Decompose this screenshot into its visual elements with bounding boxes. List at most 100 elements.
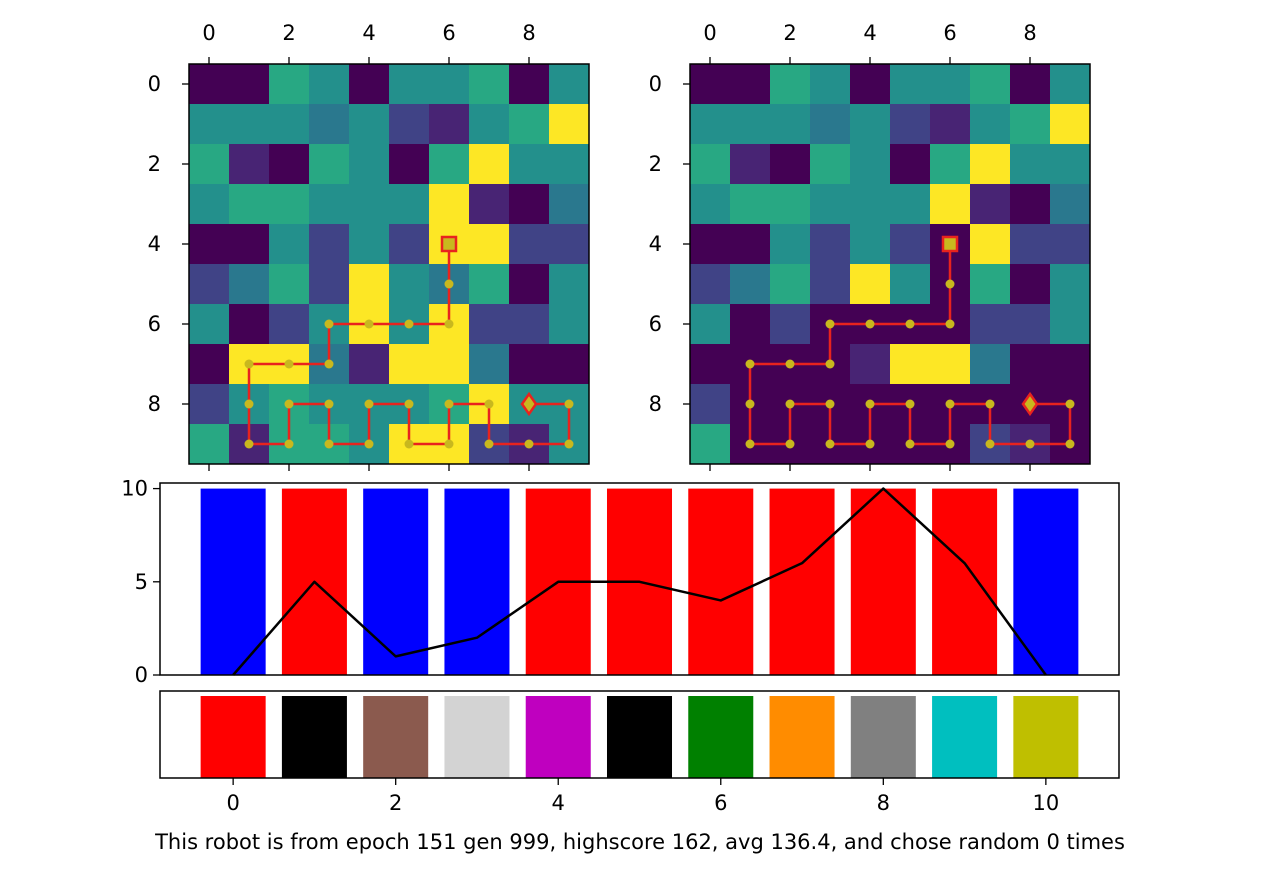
y-tick-label: 8 — [649, 392, 662, 416]
heatmap-cell — [970, 64, 1011, 105]
y-tick-label: 4 — [649, 232, 662, 256]
path-point — [444, 279, 454, 289]
color-bar — [932, 696, 998, 778]
heatmap-cell — [690, 304, 731, 345]
heatmap-frame — [689, 63, 1091, 465]
path-point — [444, 399, 454, 409]
heatmap-cell — [389, 184, 430, 225]
heatmap-cell — [690, 104, 731, 145]
heatmap-cell — [509, 144, 550, 185]
path-point — [324, 359, 334, 369]
y-tick-label: 0 — [135, 663, 148, 687]
path-point — [484, 439, 494, 449]
x-tick-label: 10 — [1032, 791, 1059, 815]
heatmap-cell — [1010, 344, 1051, 385]
heatmap-cell — [389, 344, 430, 385]
heatmap-cell — [189, 304, 230, 345]
path-point — [404, 399, 414, 409]
heatmap-cell — [309, 264, 350, 305]
heatmap-cell — [1050, 64, 1091, 105]
color-axes-frame — [159, 690, 1120, 779]
heatmap-cell — [189, 384, 230, 425]
path-point — [985, 439, 995, 449]
heatmap-cell — [970, 304, 1011, 345]
heatmap-cell — [229, 104, 270, 145]
heatmap-cell — [509, 224, 550, 265]
path-point — [945, 279, 955, 289]
path-end-marker — [1021, 391, 1039, 417]
heatmap-cell — [810, 184, 851, 225]
score-bar — [688, 488, 754, 675]
color-bar — [281, 696, 347, 778]
path-point — [825, 439, 835, 449]
path-point — [1065, 399, 1075, 409]
path-point — [524, 439, 534, 449]
heatmap-frame — [188, 63, 590, 465]
heatmap-cell — [549, 104, 590, 145]
heatmap-cell — [690, 144, 731, 185]
y-tick-label: 0 — [148, 72, 161, 96]
path-start-marker — [941, 235, 959, 253]
path-point — [905, 439, 915, 449]
path-point — [444, 319, 454, 329]
heatmap-cell — [690, 344, 731, 385]
y-tick-label: 4 — [148, 232, 161, 256]
heatmap-cell — [1010, 104, 1051, 145]
path-point — [865, 319, 875, 329]
heatmap-cell — [890, 184, 931, 225]
path-point — [244, 399, 254, 409]
heatmap-cell — [1010, 144, 1051, 185]
score-bar — [850, 488, 916, 675]
heatmap-cell — [730, 104, 771, 145]
heatmap-cell — [850, 104, 891, 145]
heatmap-cell — [770, 224, 811, 265]
heatmap-cell — [429, 344, 470, 385]
heatmap-cell — [349, 64, 390, 105]
heatmap-cell — [970, 264, 1011, 305]
heatmap-cell — [549, 344, 590, 385]
heatmap-cell — [770, 64, 811, 105]
heatmap-cell — [850, 264, 891, 305]
score-bar — [769, 488, 835, 675]
path-point — [364, 399, 374, 409]
heatmap-cell — [229, 224, 270, 265]
heatmap-cell — [770, 264, 811, 305]
x-tick-label: 8 — [522, 21, 535, 45]
score-line — [232, 487, 1047, 676]
heatmap-cell — [1010, 264, 1051, 305]
heatmap-cell — [309, 224, 350, 265]
heatmap-cell — [269, 264, 310, 305]
heatmap-cell — [930, 144, 971, 185]
heatmap-cell — [469, 144, 510, 185]
heatmap-cell — [429, 144, 470, 185]
heatmap-cell — [890, 144, 931, 185]
heatmap-cell — [349, 264, 390, 305]
heatmap-cell — [309, 64, 350, 105]
path-point — [865, 399, 875, 409]
x-tick-label: 6 — [943, 21, 956, 45]
heatmap-cell — [930, 344, 971, 385]
score-bar — [444, 488, 510, 675]
heatmap-cell — [549, 64, 590, 105]
path-point — [785, 439, 795, 449]
heatmap-cell — [469, 264, 510, 305]
heatmap-cell — [1010, 224, 1051, 265]
score-bar — [932, 488, 998, 675]
heatmap-cell — [509, 264, 550, 305]
heatmap-cell — [1010, 64, 1051, 105]
heatmap-cell — [269, 224, 310, 265]
path-end-marker — [520, 391, 538, 417]
y-tick-label: 6 — [649, 312, 662, 336]
score-bar — [363, 488, 429, 675]
path-point — [404, 439, 414, 449]
heatmap-right-panel: 0 2 4 6 8 0 2 4 6 8 — [649, 21, 1091, 471]
x-tick-label: 4 — [863, 21, 876, 45]
heatmap-cell — [269, 104, 310, 145]
heatmap-cell — [189, 64, 230, 105]
heatmap-cell — [469, 104, 510, 145]
heatmap-cell — [810, 264, 851, 305]
score-bar — [200, 488, 266, 675]
heatmap-cell — [389, 104, 430, 145]
color-bar — [200, 696, 266, 778]
color-bar-panel: 0 2 4 6 8 10 — [159, 690, 1120, 815]
